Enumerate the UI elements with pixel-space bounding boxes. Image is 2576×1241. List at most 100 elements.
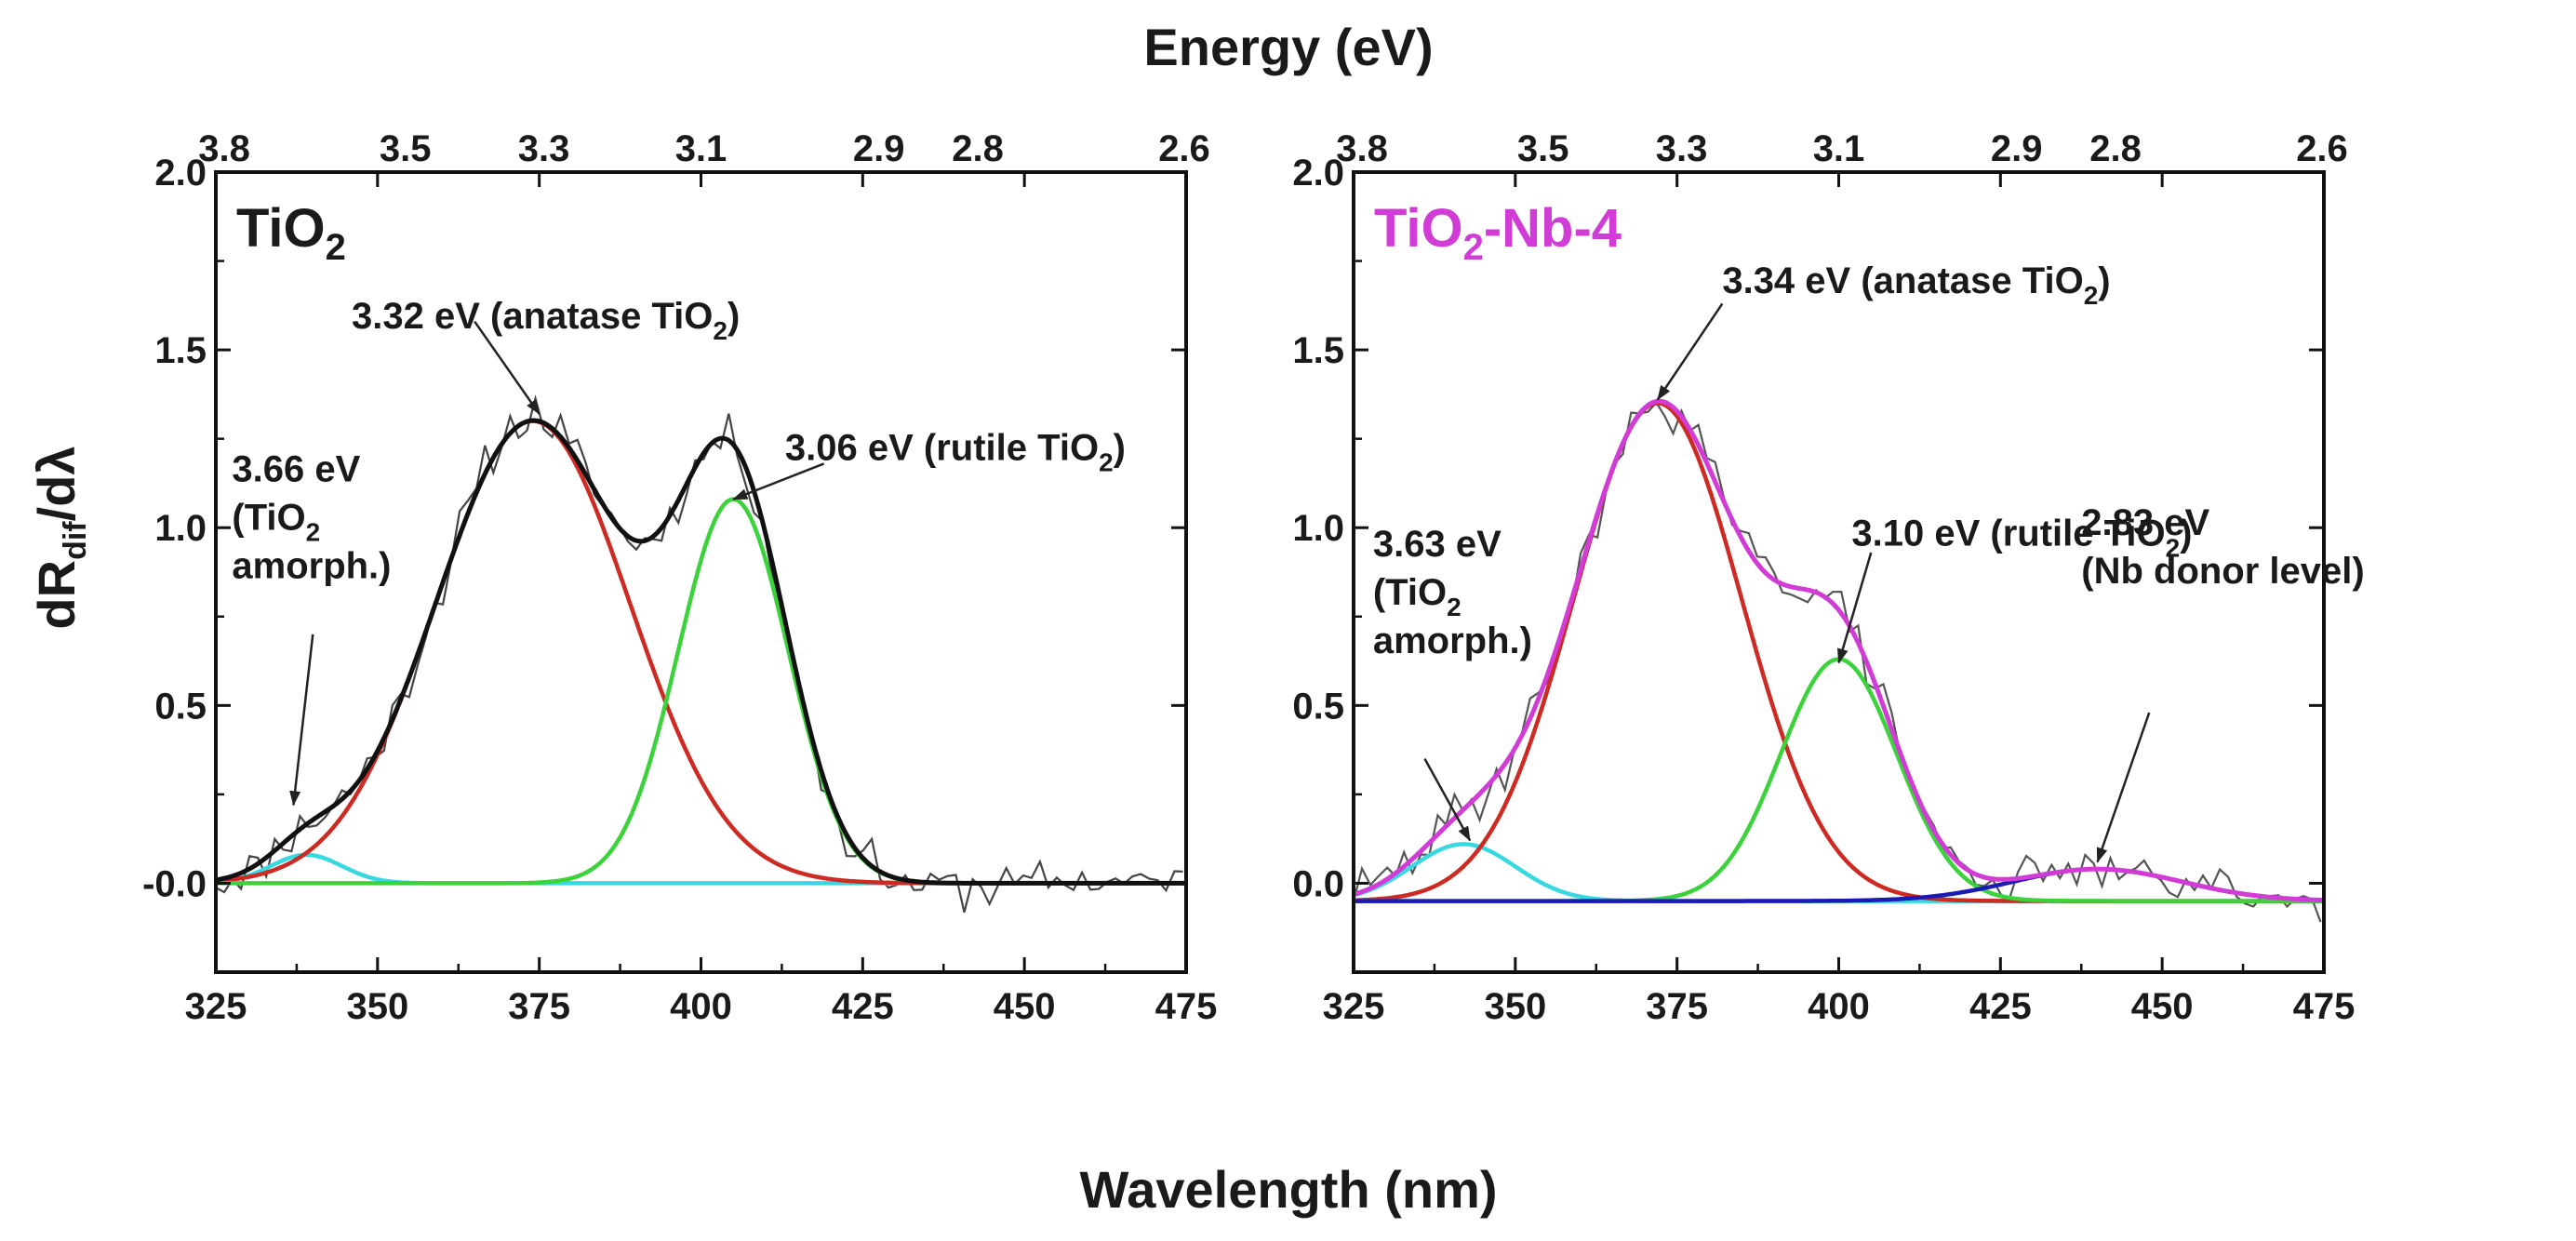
- y-axis-title-rest: /d: [27, 475, 86, 522]
- fit-component-1: [216, 852, 1186, 886]
- y-axis-title-main: dR: [27, 560, 86, 630]
- peak-annotation: 3.10 eV (rutile TiO2): [1836, 513, 2192, 664]
- annotation-arrow: [289, 634, 314, 807]
- x-tick-label: 375: [508, 986, 570, 1027]
- panel-label-rest: -Nb-4: [1484, 198, 1622, 259]
- annotation-subscript: 2: [1447, 593, 1462, 621]
- annotation-segment: ): [727, 296, 740, 337]
- cumulative-fit-curve: [1354, 398, 2324, 903]
- annotation-arrow: [474, 320, 541, 415]
- annotation-subscript: 2: [2166, 533, 2181, 562]
- x-tick-label: 450: [994, 986, 1056, 1027]
- raw-data-trace: [216, 394, 1183, 913]
- annotation-text: 3.06 eV (rutile TiO2): [785, 428, 1126, 477]
- annotation-text: 3.32 eV (anatase TiO2): [352, 296, 740, 345]
- y-tick-label: 0.5: [1292, 686, 1344, 727]
- y-tick-label: 1.5: [154, 330, 207, 371]
- annotation-arrow: [1423, 758, 1472, 842]
- panel-label-main: TiO: [236, 198, 326, 259]
- annotation-segment: 3.66 eV: [232, 449, 360, 490]
- x-tick-label: 350: [346, 986, 408, 1027]
- annotation-arrow: [2096, 712, 2151, 863]
- annotation-text: (TiO2: [232, 498, 320, 547]
- top-tick-label: 3.8: [1336, 128, 1388, 169]
- y-tick-label: 2.0: [1292, 153, 1344, 193]
- peak-annotation: 2.83 eV (Nb donor level): [2081, 502, 2365, 863]
- annotation-text: 3.34 eV (anatase TiO2): [1722, 260, 2110, 310]
- annotation-text: 3.10 eV (rutile TiO2): [1851, 513, 2192, 562]
- annotation-segment: 2.83 eV: [2081, 502, 2209, 543]
- peak-annotation: 3.34 eV (anatase TiO2): [1656, 260, 2111, 401]
- annotation-segment: amorph.): [1373, 620, 1532, 661]
- annotation-segment: 3.10 eV (rutile TiO: [1851, 513, 2165, 554]
- panel-tio2: 325 350 375 400 425 450 475 3.8 3.5 3.3 3.1 2.9 2.8 2…: [142, 128, 1217, 1027]
- top-tick-label: 2.9: [853, 128, 905, 169]
- energy-axis-title: Energy (eV): [1143, 18, 1433, 76]
- top-tick-label: 2.9: [1991, 128, 2043, 169]
- y-axis-title-sub: dif: [58, 521, 93, 560]
- y-tick-label: 1.0: [154, 508, 207, 549]
- annotation-segment: (TiO: [1373, 572, 1447, 613]
- annotation-text: amorph.): [232, 546, 391, 587]
- y-tick-label: 2.0: [154, 153, 207, 193]
- panel-label-sub: 2: [1463, 227, 1484, 268]
- top-tick-label: 2.6: [1158, 128, 1210, 169]
- cumulative-fit-curve: [216, 418, 1186, 886]
- y-axis-title: dRdif/dλ: [27, 446, 93, 629]
- annotation-subscript: 2: [1099, 448, 1114, 477]
- top-tick-label: 3.3: [518, 128, 570, 169]
- annotation-text: (Nb donor level): [2081, 551, 2364, 592]
- y-tick-label: 0.5: [154, 686, 207, 727]
- annotation-arrow: [1656, 302, 1724, 401]
- annotation-subscript: 2: [306, 518, 321, 547]
- annotation-segment: 3.63 eV: [1373, 524, 1502, 565]
- x-tick-label: 425: [832, 986, 894, 1027]
- panel-label-sub: 2: [326, 227, 346, 268]
- x-tick-label: 325: [1323, 986, 1385, 1027]
- panel-label: TiO2-Nb-4: [1374, 198, 1622, 268]
- annotation-text: (TiO2: [1373, 572, 1462, 621]
- y-tick-label: -0.0: [142, 863, 207, 904]
- x-tick-label: 325: [185, 986, 247, 1027]
- fit-component-3: [1354, 657, 2324, 903]
- top-tick-label: 3.5: [1517, 128, 1569, 169]
- panel-label-main: TiO: [1374, 198, 1463, 259]
- top-tick-label: 3.8: [198, 128, 250, 169]
- annotation-text: 3.63 eV: [1373, 524, 1502, 565]
- top-tick-label: 3.3: [1656, 128, 1708, 169]
- annotation-segment: (TiO: [232, 498, 305, 539]
- x-tick-label: 475: [2293, 986, 2356, 1027]
- y-tick-label: 1.5: [1292, 330, 1344, 371]
- y-tick-label: 0.0: [1292, 863, 1344, 904]
- x-tick-label: 425: [1969, 986, 2032, 1027]
- top-tick-label: 2.6: [2296, 128, 2348, 169]
- top-tick-label: 2.8: [2089, 128, 2142, 169]
- raw-data-trace: [1354, 400, 2322, 923]
- top-tick-label: 3.5: [380, 128, 432, 169]
- annotation-text: 2.83 eV: [2081, 502, 2209, 543]
- annotation-subscript: 2: [713, 316, 727, 345]
- annotation-text: amorph.): [1373, 620, 1532, 661]
- x-tick-label: 400: [670, 986, 732, 1027]
- plot-area: [216, 394, 1186, 913]
- annotation-segment: 3.34 eV (anatase TiO: [1722, 260, 2083, 301]
- wavelength-axis-title: Wavelength (nm): [1079, 1160, 1497, 1219]
- annotation-segment: 3.06 eV (rutile TiO: [785, 428, 1099, 469]
- annotation-text: 3.66 eV: [232, 449, 360, 490]
- annotation-segment: ): [2180, 513, 2192, 554]
- x-tick-label: 475: [1155, 986, 1218, 1027]
- top-tick-label: 2.8: [952, 128, 1004, 169]
- x-tick-label: 350: [1484, 986, 1546, 1027]
- annotation-subscript: 2: [2084, 281, 2099, 310]
- annotation-segment: (Nb donor level): [2081, 551, 2364, 592]
- x-tick-label: 400: [1808, 986, 1870, 1027]
- peak-annotation: 3.06 eV (rutile TiO2): [732, 428, 1126, 500]
- x-tick-label: 450: [2131, 986, 2194, 1027]
- top-tick-label: 3.1: [1813, 128, 1865, 169]
- annotation-segment: ): [1114, 428, 1126, 469]
- x-tick-label: 375: [1646, 986, 1708, 1027]
- annotation-segment: 3.32 eV (anatase TiO: [352, 296, 713, 337]
